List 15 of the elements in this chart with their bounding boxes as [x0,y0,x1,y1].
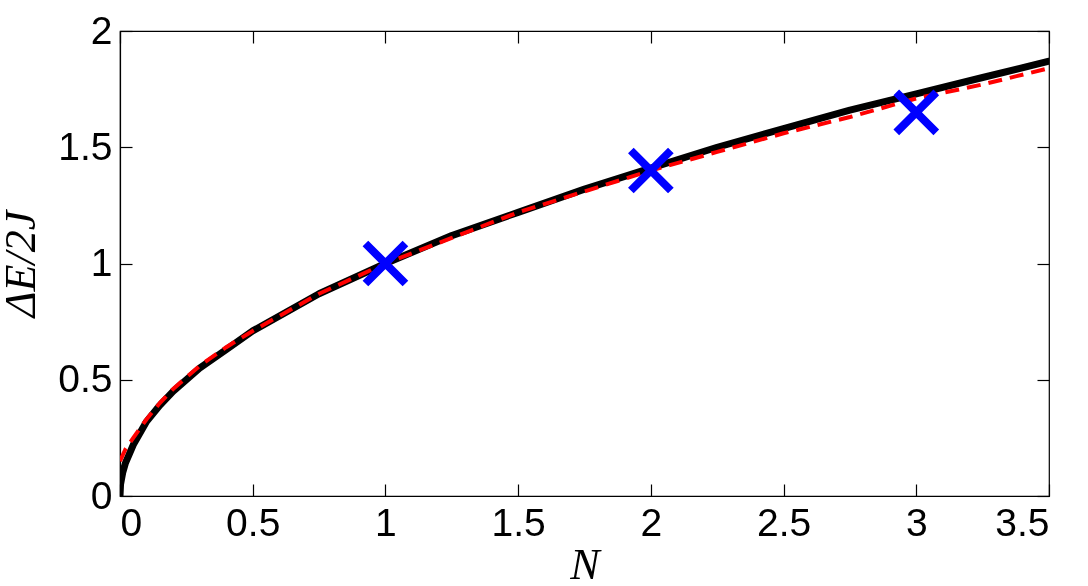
x-tick-label: 1 [375,500,397,544]
x-tick-label: 2 [640,500,663,544]
y-tick-label: 2 [90,8,113,52]
x-axis-title: N [569,539,603,586]
x-tick-label: 0.5 [226,500,281,544]
x-tick-label: 3.5 [995,500,1050,544]
x-tick-label: 2.5 [756,500,812,544]
y-tick-label: 0.5 [58,357,113,401]
y-tick-label: 1 [90,241,113,284]
x-tick-label: 0 [120,500,143,544]
x-tick-label: 3 [905,500,928,544]
y-tick-label: 0 [90,473,113,517]
x-tick-label: 1.5 [491,500,546,544]
y-tick-label: 1.5 [58,124,113,168]
y-axis-title: ΔE/2J [0,208,46,320]
